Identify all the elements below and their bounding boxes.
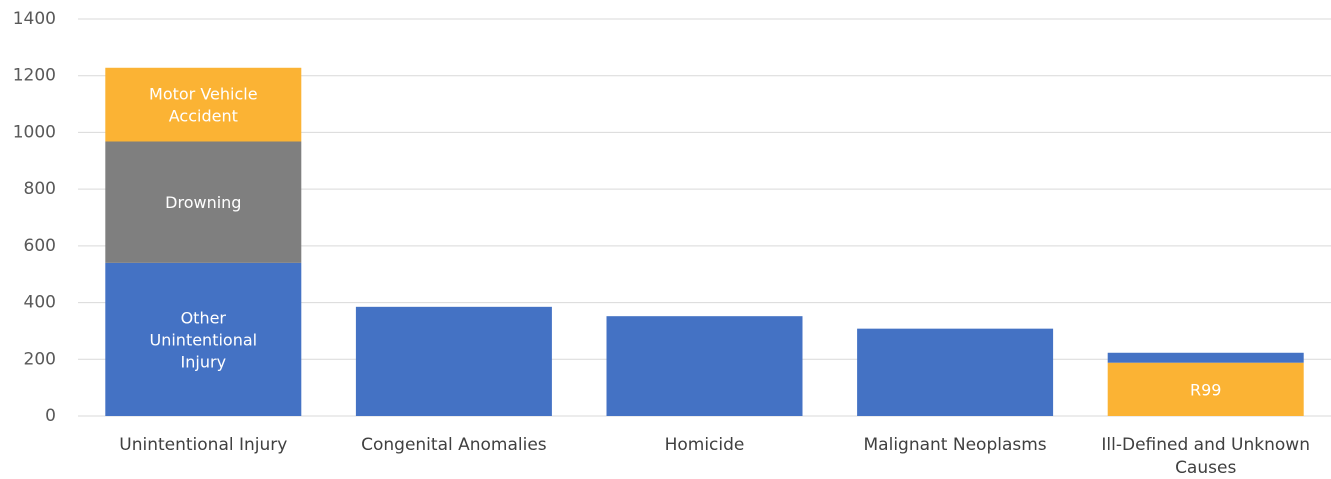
x-category-label: Malignant Neoplasms: [864, 435, 1047, 455]
bar-segment: [105, 141, 302, 263]
segment-label: Motor Vehicle Accident: [149, 85, 258, 126]
y-tick-label: 1400: [13, 9, 56, 29]
bar-segment: [105, 67, 302, 142]
y-tick-label: 0: [45, 406, 56, 426]
bar-segment: [1107, 352, 1304, 363]
bar-segment: [1107, 362, 1304, 416]
y-tick-label: 600: [24, 236, 56, 256]
bars: Other Unintentional Injury Drowning Motor Ve…: [105, 67, 1304, 416]
y-tick-label: 1000: [13, 122, 56, 142]
bar-segment: [857, 328, 1054, 416]
x-category-label: Congenital Anomalies: [361, 435, 547, 455]
y-tick-label: 400: [24, 293, 56, 313]
bar-segment: [355, 306, 552, 416]
segment-label: Other Unintentional Injury: [150, 308, 258, 371]
y-axis: 0 200 400 600 800 1000 1200 1400: [13, 9, 56, 426]
segment-label: Drowning: [165, 193, 241, 212]
y-tick-label: 200: [24, 349, 56, 369]
x-category-label: Homicide: [665, 435, 745, 455]
bar-segment: [606, 316, 803, 416]
bar-segment: [105, 262, 302, 416]
y-tick-label: 1200: [13, 66, 56, 86]
x-category-label: Ill-Defined and Unknown Causes: [1101, 435, 1310, 478]
x-axis: Unintentional Injury Congenital Anomalies…: [119, 435, 1310, 478]
y-tick-label: 800: [24, 179, 56, 199]
x-category-label: Unintentional Injury: [119, 435, 287, 455]
segment-label: R99: [1190, 380, 1221, 399]
